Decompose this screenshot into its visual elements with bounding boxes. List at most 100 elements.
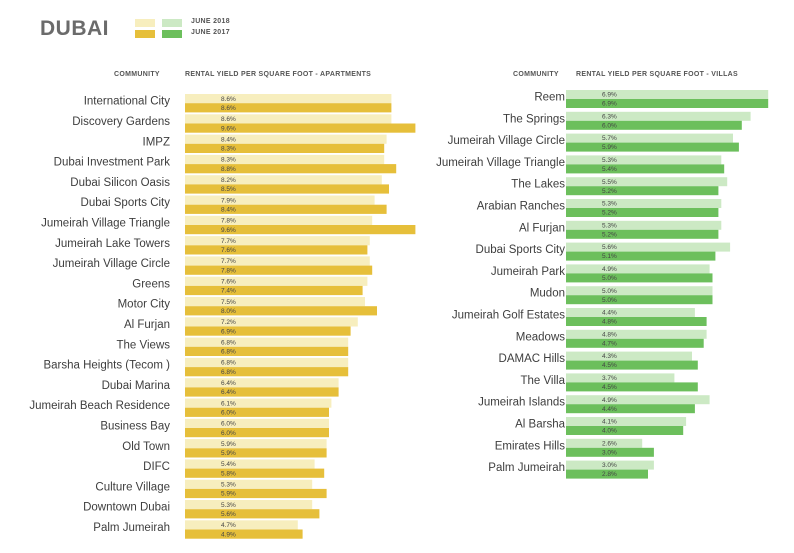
villa-value-label: 4.9% (602, 266, 617, 273)
apartment-bar-2017 (185, 407, 329, 417)
apartment-value-label: 7.9% (221, 197, 236, 204)
apartment-bar-2018 (185, 378, 339, 388)
apartment-value-label: 4.9% (221, 531, 236, 538)
villa-bar-2018 (566, 460, 654, 470)
apartment-value-label: 8.6% (221, 96, 236, 103)
villa-category-label: DAMAC Hills (499, 353, 566, 365)
apartment-value-label: 5.3% (221, 502, 236, 509)
villa-value-label: 5.1% (602, 253, 617, 260)
apartment-value-label: 7.7% (221, 238, 236, 245)
apartment-value-label: 5.9% (221, 441, 236, 448)
villa-category-label: Jumeirah Village Circle (448, 135, 565, 147)
apartment-bar-2017 (185, 387, 339, 397)
villa-value-label: 4.8% (602, 319, 617, 326)
apartment-value-label: 7.8% (221, 267, 236, 274)
villa-category-label: Jumeirah Village Triangle (436, 157, 565, 169)
villa-category-label: Al Furjan (519, 222, 565, 234)
apartments-community-header: COMMUNITY (114, 71, 160, 78)
villa-category-label: The Springs (503, 113, 565, 125)
apartment-category-label: IMPZ (143, 136, 170, 148)
villa-value-label: 5.7% (602, 135, 617, 142)
apartment-bar-2018 (185, 276, 368, 286)
apartment-value-label: 6.0% (221, 430, 236, 437)
villa-value-label: 3.0% (602, 462, 617, 469)
apartment-category-label: Dubai Sports City (81, 197, 171, 209)
villa-value-label: 2.8% (602, 471, 617, 478)
apartment-bar-2017 (185, 468, 325, 478)
villa-value-label: 6.3% (602, 113, 617, 120)
apartment-bar-2018 (185, 398, 332, 408)
villa-value-label: 5.9% (602, 144, 617, 151)
apartment-value-label: 9.6% (221, 125, 236, 132)
apartment-bar-2018 (185, 134, 387, 144)
apartment-category-label: Al Furjan (124, 319, 170, 331)
villa-bar-2018 (566, 199, 722, 208)
villa-bar-2018 (566, 373, 675, 383)
villa-bar-2018 (566, 242, 731, 252)
villa-category-label: Reem (534, 92, 565, 104)
villa-value-label: 2.6% (602, 440, 617, 447)
villa-value-label: 5.6% (602, 244, 617, 251)
villa-value-label: 3.7% (602, 375, 617, 382)
villa-category-label: The Lakes (511, 179, 565, 191)
villa-value-label: 4.3% (602, 353, 617, 360)
villa-value-label: 6.9% (602, 92, 617, 99)
villa-bar-2018 (566, 90, 769, 99)
apartment-value-label: 8.0% (221, 308, 236, 315)
apartment-value-label: 8.4% (221, 136, 236, 143)
apartment-value-label: 8.5% (221, 186, 236, 193)
legend-swatch-apartments-2017 (135, 30, 155, 38)
villa-value-label: 4.4% (602, 310, 617, 317)
apartment-value-label: 7.7% (221, 258, 236, 265)
apartment-bar-2018 (185, 500, 313, 510)
villa-value-label: 6.9% (602, 101, 617, 108)
villa-category-label: Palm Jumeirah (488, 462, 565, 474)
apartment-value-label: 8.6% (221, 116, 236, 123)
apartment-bar-2018 (185, 215, 373, 225)
villa-value-label: 3.0% (602, 449, 617, 456)
villa-category-label: Jumeirah Park (491, 266, 565, 278)
apartment-bar-2018 (185, 175, 382, 185)
villa-category-label: Arabian Ranches (477, 201, 565, 213)
apartment-category-label: Jumeirah Lake Towers (55, 238, 170, 250)
villa-bar-2018 (566, 133, 733, 143)
villa-value-label: 6.0% (602, 122, 617, 129)
apartment-bar-2017 (185, 488, 327, 499)
villa-value-label: 4.5% (602, 384, 617, 391)
apartment-bar-2018 (185, 256, 370, 266)
apartment-bar-2018 (185, 337, 349, 347)
villa-category-label: Meadows (516, 331, 565, 343)
villa-value-label: 5.2% (602, 231, 617, 238)
apartment-value-label: 6.4% (221, 389, 236, 396)
villa-category-label: Al Barsha (515, 419, 565, 431)
apartment-value-label: 6.8% (221, 339, 236, 346)
villa-value-label: 4.4% (602, 406, 617, 413)
apartment-bar-2018 (185, 236, 370, 246)
apartment-bar-2018 (185, 459, 315, 469)
villa-bar-2017 (566, 99, 769, 108)
villa-value-label: 5.2% (602, 188, 617, 195)
apartment-value-label: 6.0% (221, 410, 236, 417)
villa-bar-2017 (566, 273, 713, 283)
villa-bar-2018 (566, 264, 710, 274)
apartment-value-label: 6.4% (221, 380, 236, 387)
villa-bar-2018 (566, 417, 687, 426)
villa-bar-2018 (566, 155, 722, 165)
apartment-bar-2018 (185, 520, 298, 530)
apartment-value-label: 7.8% (221, 218, 236, 225)
villa-bar-2018 (566, 351, 692, 361)
villas-community-header: COMMUNITY (513, 71, 559, 78)
legend-swatch-villas-2018 (162, 19, 182, 27)
villa-bar-2017 (566, 142, 739, 152)
apartment-bar-2017 (185, 529, 303, 539)
villa-value-label: 5.0% (602, 288, 617, 295)
apartment-category-label: Downtown Dubai (83, 502, 170, 514)
villa-bar-2017 (566, 382, 698, 392)
apartment-bar-2017 (185, 123, 416, 133)
villa-category-label: Jumeirah Golf Estates (452, 310, 565, 322)
apartment-bar-2018 (185, 114, 392, 124)
villa-bar-2018 (566, 111, 751, 121)
villa-value-label: 4.0% (602, 428, 617, 435)
apartment-bar-2017 (185, 306, 377, 316)
apartment-category-label: Jumeirah Village Triangle (41, 218, 170, 230)
